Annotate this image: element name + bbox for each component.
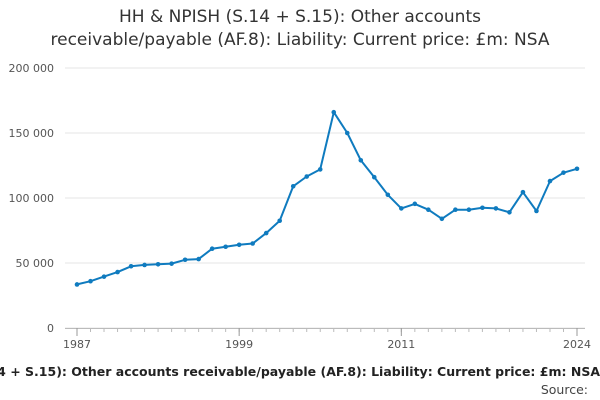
y-tick-label: 0: [47, 322, 54, 335]
data-point[interactable]: [466, 207, 472, 212]
data-point[interactable]: [507, 210, 512, 215]
data-point[interactable]: [547, 178, 553, 184]
data-point[interactable]: [534, 208, 539, 214]
y-tick-label: 100 000: [9, 192, 55, 205]
data-point[interactable]: [236, 242, 242, 248]
data-point[interactable]: [74, 282, 80, 287]
data-point[interactable]: [277, 218, 283, 224]
data-point[interactable]: [250, 241, 255, 246]
data-point[interactable]: [344, 130, 350, 136]
x-tick-label: 2011: [387, 338, 415, 351]
data-point[interactable]: [385, 192, 391, 198]
chart-title-line-2: receivable/payable (AF.8): Liability: Cu…: [50, 30, 550, 50]
x-tick-label: 1999: [225, 338, 253, 351]
data-point[interactable]: [371, 174, 377, 180]
data-point[interactable]: [223, 244, 228, 250]
x-tick-label: 2024: [563, 338, 591, 351]
axes: 0 50 000 100 000 150 000 200 000 1987 1999 2011…: [9, 62, 592, 351]
data-point[interactable]: [304, 174, 310, 179]
y-tick-label: 150 000: [9, 127, 55, 140]
data-point[interactable]: [331, 109, 337, 115]
data-point[interactable]: [358, 158, 364, 163]
data-point[interactable]: [574, 166, 580, 172]
data-point[interactable]: [561, 170, 566, 175]
line-chart: 0 50 000 100 000 150 000 200 000 1987 1999 2011…: [9, 62, 592, 351]
source-label: Source:: [540, 382, 588, 397]
data-point[interactable]: [115, 269, 120, 275]
chart-title-line-1: HH & NPISH (S.14 + S.15): Other accounts: [119, 7, 481, 27]
data-point[interactable]: [142, 262, 147, 268]
y-tick-label: 50 000: [16, 257, 55, 270]
data-point[interactable]: [426, 207, 431, 212]
data-point[interactable]: [182, 257, 188, 263]
data-point[interactable]: [196, 256, 201, 262]
data-point[interactable]: [88, 278, 93, 284]
data-point[interactable]: [128, 263, 134, 269]
data-point[interactable]: [412, 201, 418, 207]
series-legend-label: HH & NPISH (S.14 + S.15): Other accounts…: [0, 364, 600, 379]
data-point[interactable]: [453, 207, 458, 212]
chart-title: HH & NPISH (S.14 + S.15): Other accounts…: [10, 6, 590, 52]
data-point[interactable]: [493, 206, 499, 211]
data-point[interactable]: [209, 246, 215, 251]
data-point[interactable]: [317, 167, 323, 172]
data-point[interactable]: [480, 205, 485, 211]
y-tick-label: 200 000: [9, 62, 55, 75]
grid-lines: [65, 67, 585, 329]
data-point[interactable]: [263, 230, 269, 236]
series-layer: [74, 109, 580, 287]
x-tick-label: 1987: [63, 338, 91, 351]
data-point[interactable]: [399, 206, 404, 211]
data-point[interactable]: [439, 216, 445, 222]
data-point[interactable]: [520, 189, 526, 195]
data-point[interactable]: [101, 274, 107, 279]
chart-footer: HH & NPISH (S.14 + S.15): Other accounts…: [0, 360, 600, 400]
data-point[interactable]: [155, 262, 161, 267]
data-point[interactable]: [169, 261, 174, 266]
data-point[interactable]: [290, 184, 296, 189]
